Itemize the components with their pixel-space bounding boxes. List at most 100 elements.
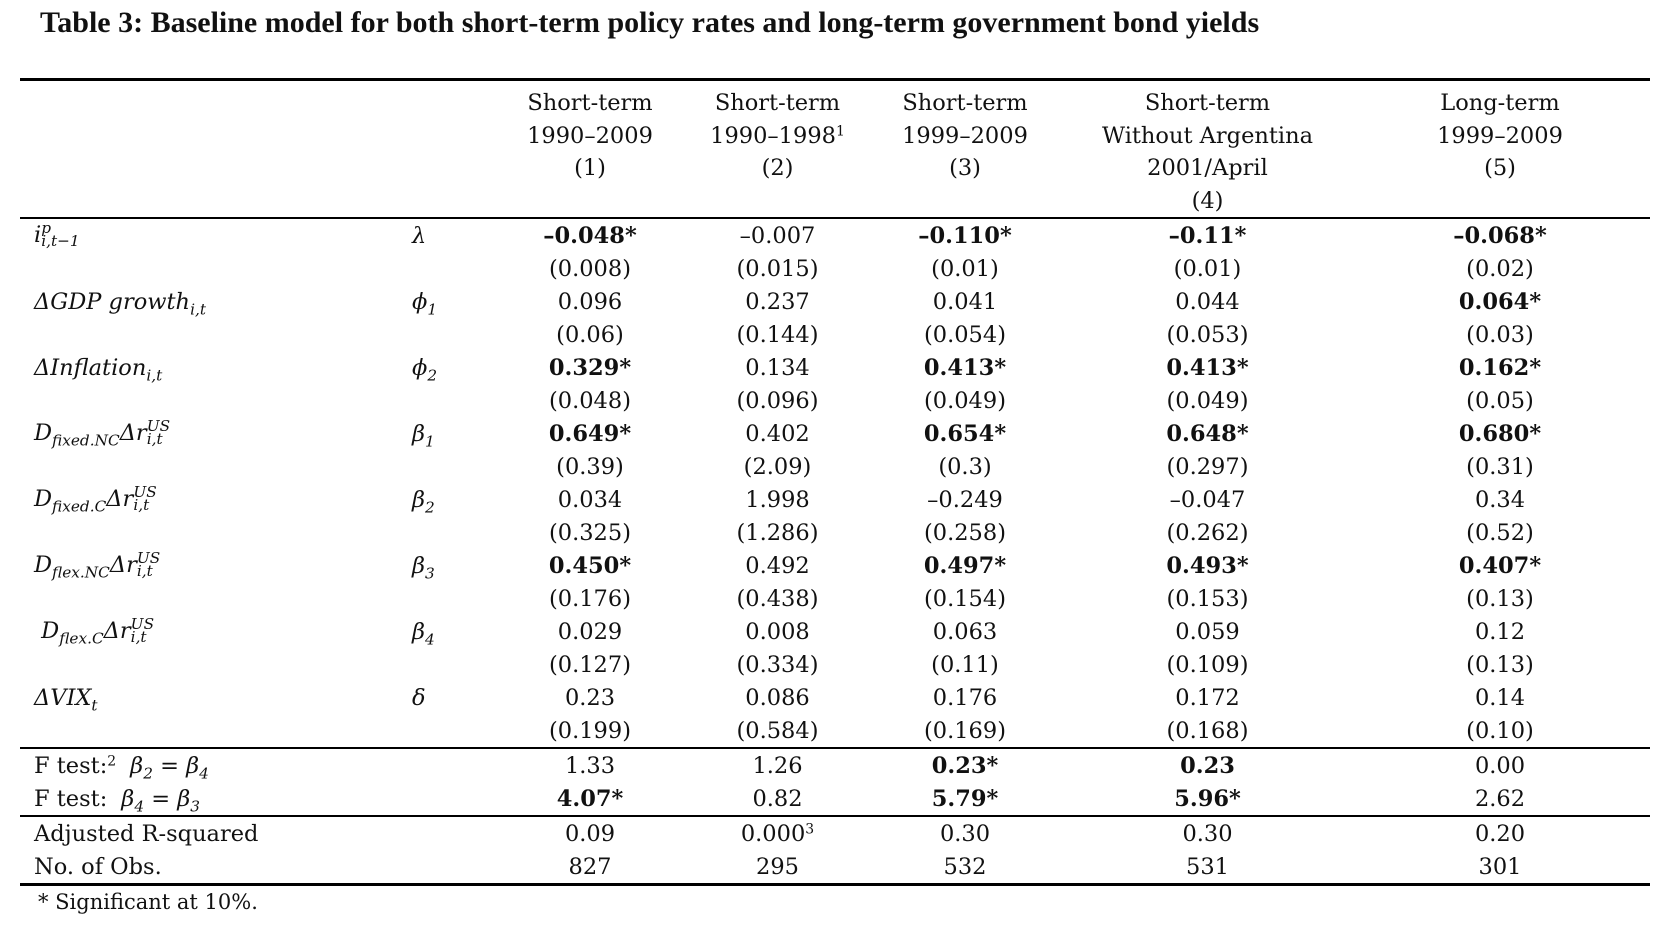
stat-value: 0.30 — [865, 815, 1065, 850]
coefficient-cell: 0.034 — [557, 486, 623, 513]
coefficient-cell: 0.680* — [1458, 420, 1542, 447]
ftest-value: 0.00 — [1350, 747, 1650, 782]
coefficient-cell: 0.413* — [1166, 354, 1249, 381]
coefficient-cell: 0.041 — [932, 288, 998, 315]
standard-error-cell: (0.06) — [556, 321, 624, 348]
standard-error-cell: (1.286) — [736, 519, 819, 546]
coefficient-cell: 0.064* — [1458, 288, 1542, 315]
coefficient-cell: –0.048* — [543, 222, 637, 249]
stat-value: 0.0003 — [690, 815, 865, 850]
parameter-symbol: β3 — [412, 552, 435, 582]
coefficient-cell: 0.176 — [932, 684, 998, 711]
stat-value: 0.20 — [1350, 815, 1650, 850]
ftest-row: F test:2 β2 = β4 1.33 1.26 0.23* 0.23 0.00 — [20, 747, 1650, 782]
coefficient-cell: 0.059 — [1175, 618, 1240, 645]
coefficient-cell: 0.492 — [745, 552, 810, 579]
se-row-inflation: (0.048) (0.096) (0.049) (0.049) (0.05) — [20, 384, 1650, 417]
coefficient-cell: 0.493* — [1166, 552, 1249, 579]
coefficient-cell: –0.110* — [918, 222, 1012, 249]
coef-row-lag-policy-rate: i p i,t−1 λ –0.048* –0.007 –0.110* –0.11* –0.068… — [20, 218, 1650, 252]
standard-error-cell: (0.168) — [1166, 717, 1249, 744]
coefficient-cell: 0.237 — [745, 288, 810, 315]
standard-error-cell: (0.31) — [1466, 453, 1534, 480]
coefficient-cell: 0.402 — [745, 420, 810, 447]
coefficient-cell: –0.068* — [1453, 222, 1547, 249]
column-header-2: Short-term 1990–19981 (2) — [690, 78, 865, 219]
coefficient-cell: 0.086 — [745, 684, 810, 711]
variable-label: ΔInflationi,t — [34, 354, 163, 384]
column-header-line1: Short-term — [902, 90, 1028, 116]
coefficient-cell: 0.329* — [548, 354, 632, 381]
stat-label: Adjusted R-squared — [20, 815, 490, 850]
standard-error-cell: (0.048) — [549, 387, 631, 414]
standard-error-cell: (0.39) — [556, 453, 624, 480]
standard-error-cell: (0.049) — [924, 387, 1006, 414]
variable-label: Dfixed.CΔr US i,t — [34, 483, 157, 516]
standard-error-cell: (0.176) — [549, 585, 631, 612]
stat-label: No. of Obs. — [20, 850, 490, 886]
coef-row-vix: ΔVIXt δ 0.23 0.086 0.176 0.172 0.14 — [20, 681, 1650, 714]
stat-row: No. of Obs. 827 295 532 531 301 — [20, 850, 1650, 886]
standard-error-cell: (0.03) — [1466, 321, 1534, 348]
coefficient-cell: 0.23 — [564, 684, 616, 711]
variable-label: Dfixed.NCΔr US i,t — [34, 417, 171, 450]
standard-error-cell: (0.262) — [1166, 519, 1249, 546]
coefficient-cell: 0.407* — [1458, 552, 1542, 579]
parameter-symbol: ϕ2 — [412, 354, 438, 384]
ftest-label: F test: β4 = β3 — [34, 785, 200, 815]
coefficient-cell: –0.11* — [1168, 222, 1247, 249]
standard-error-cell: (0.154) — [924, 585, 1006, 612]
coefficient-cell: –0.007 — [739, 222, 816, 249]
coef-row-fixed-c: Dfixed.CΔr US i,t β2 0.034 1.998 –0.249 –0.047 0… — [20, 483, 1650, 516]
coefficient-cell: 0.063 — [932, 618, 998, 645]
parameter-symbol: β4 — [412, 618, 435, 648]
coefficient-cell: 0.654* — [923, 420, 1007, 447]
parameter-symbol: β1 — [412, 420, 435, 450]
footnote: * Significant at 10%. — [38, 890, 258, 914]
column-header-line2: 1990–19981 — [710, 122, 845, 149]
column-header-row: Short-term 1990–2009 (1) Short-term 1990–199… — [20, 78, 1650, 219]
coefficient-cell: 0.044 — [1175, 288, 1240, 315]
coefficient-cell: 0.450* — [548, 552, 632, 579]
table-title: Table 3: Baseline model for both short-t… — [40, 6, 1260, 39]
column-header-1: Short-term 1990–2009 (1) — [490, 78, 690, 219]
column-header-line3: (2) — [761, 155, 794, 181]
coefficient-cell: 0.34 — [1474, 486, 1526, 513]
coef-row-flex-c: Dflex.CΔr US i,t β4 0.029 0.008 0.063 0.059 0.12 — [20, 615, 1650, 648]
standard-error-cell: (0.01) — [931, 255, 999, 282]
ftest-value: 1.33 — [490, 747, 690, 782]
ftest-value: 0.23 — [1065, 747, 1350, 782]
parameter-symbol: ϕ1 — [412, 288, 438, 318]
coefficient-cell: 0.649* — [548, 420, 632, 447]
se-row-fixed-nc: (0.39) (2.09) (0.3) (0.297) (0.31) — [20, 450, 1650, 483]
coefficient-cell: 0.14 — [1474, 684, 1526, 711]
standard-error-cell: (0.11) — [931, 651, 999, 678]
standard-error-cell: (0.13) — [1466, 585, 1534, 612]
se-row-flex-c: (0.127) (0.334) (0.11) (0.109) (0.13) — [20, 648, 1650, 681]
ftest-value: 5.96* — [1174, 785, 1241, 812]
parameter-symbol: λ — [412, 222, 427, 249]
standard-error-cell: (0.584) — [736, 717, 819, 744]
stat-value: 532 — [865, 850, 1065, 886]
column-header-line1: Long-term — [1440, 90, 1560, 116]
coef-row-gdp-growth: ΔGDP growthi,t ϕ1 0.096 0.237 0.041 0.044 0.06… — [20, 285, 1650, 318]
ftest-value: 5.79* — [931, 785, 999, 812]
coefficient-cell: 0.008 — [745, 618, 810, 645]
ftest-value: 2.62 — [1474, 785, 1526, 812]
coefficient-cell: 0.172 — [1175, 684, 1240, 711]
stat-value: 295 — [690, 850, 865, 886]
column-header-line2: Without Argentina — [1101, 122, 1314, 149]
coefficient-cell: 0.096 — [557, 288, 623, 315]
column-header-line1: Short-term — [714, 90, 841, 116]
standard-error-cell: (0.334) — [736, 651, 819, 678]
stat-row: Adjusted R-squared 0.09 0.0003 0.30 0.30 0.20 — [20, 815, 1650, 850]
se-row-lag-policy-rate: (0.008) (0.015) (0.01) (0.01) (0.02) — [20, 252, 1650, 285]
standard-error-cell: (0.05) — [1466, 387, 1534, 414]
variable-label: i p i,t−1 — [34, 219, 80, 251]
stat-value: 827 — [490, 850, 690, 886]
parameter-symbol: δ — [412, 684, 426, 711]
coef-row-fixed-nc: Dfixed.NCΔr US i,t β1 0.649* 0.402 0.654* 0.648… — [20, 417, 1650, 450]
standard-error-cell: (0.02) — [1466, 255, 1534, 282]
coefficient-cell: –0.249 — [927, 486, 1003, 513]
stat-value: 0.30 — [1065, 815, 1350, 850]
